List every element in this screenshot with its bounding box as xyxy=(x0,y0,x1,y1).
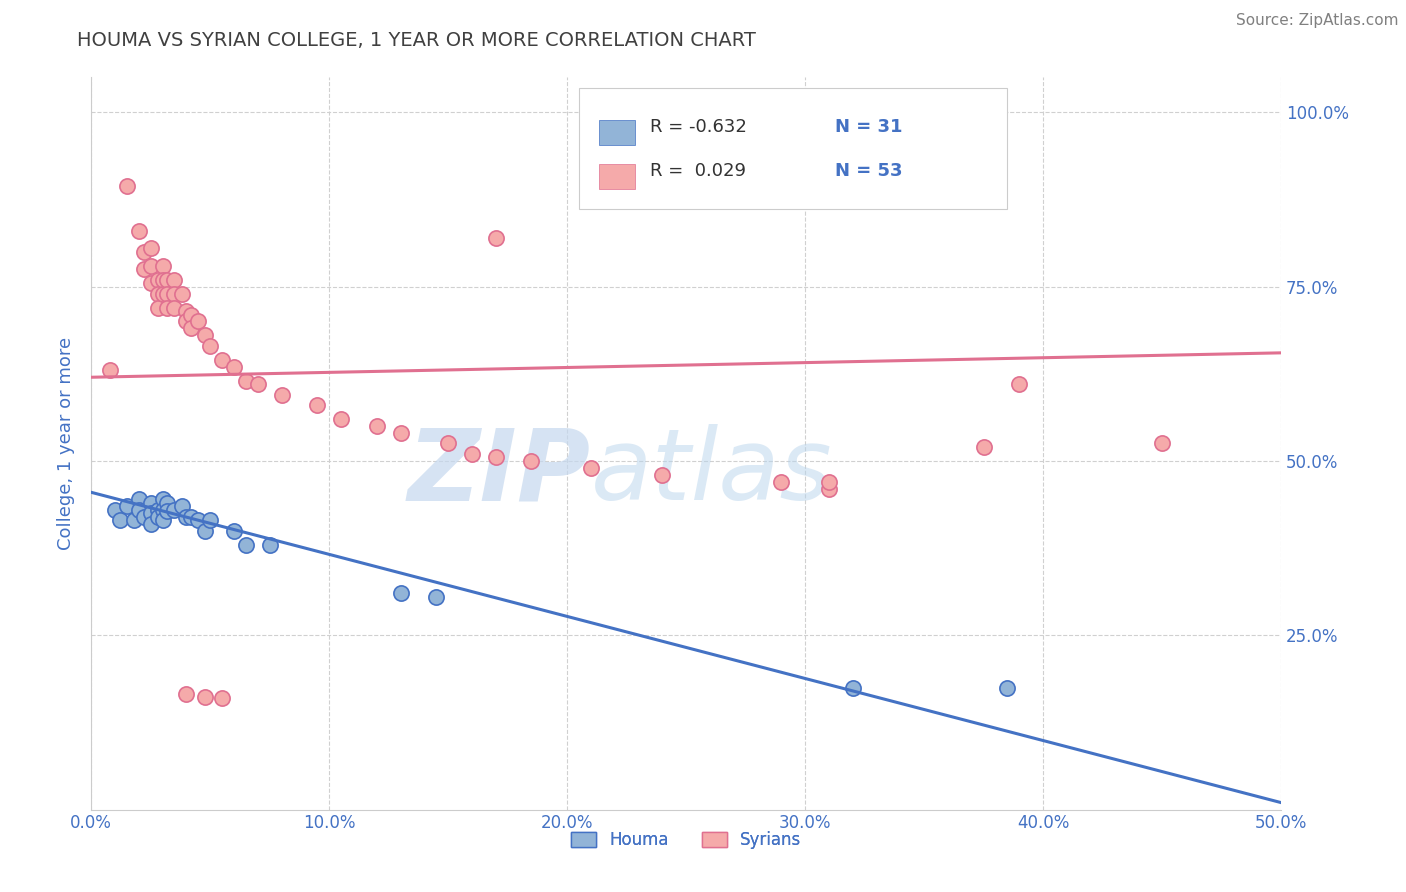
Point xyxy=(235,374,257,388)
Point xyxy=(1150,436,1173,450)
Point xyxy=(139,276,162,290)
Point xyxy=(152,272,174,286)
Point xyxy=(176,304,198,318)
Point xyxy=(122,513,145,527)
Point xyxy=(651,467,673,482)
Point xyxy=(156,301,179,315)
Point xyxy=(437,436,460,450)
Point xyxy=(139,496,162,510)
Point xyxy=(222,524,245,538)
Text: R = -0.632: R = -0.632 xyxy=(651,119,747,136)
Point xyxy=(222,359,245,374)
Point xyxy=(817,482,839,496)
Point xyxy=(152,502,174,516)
Point xyxy=(156,272,179,286)
Point xyxy=(485,450,508,465)
Point xyxy=(132,509,155,524)
Point xyxy=(176,509,198,524)
Point xyxy=(770,475,793,489)
Point xyxy=(152,286,174,301)
Point xyxy=(366,419,388,434)
Point xyxy=(973,440,995,454)
Point xyxy=(156,504,179,518)
Point xyxy=(270,387,292,401)
Point xyxy=(180,308,202,322)
Point xyxy=(108,513,131,527)
Point xyxy=(579,461,602,475)
Point xyxy=(211,352,233,367)
Text: N = 31: N = 31 xyxy=(835,119,903,136)
Point xyxy=(198,513,221,527)
Point xyxy=(163,286,186,301)
Point xyxy=(146,502,169,516)
Point xyxy=(139,241,162,255)
Point xyxy=(163,301,186,315)
Point xyxy=(246,377,269,392)
Text: atlas: atlas xyxy=(591,425,832,521)
Point xyxy=(152,259,174,273)
Point xyxy=(485,231,508,245)
Point xyxy=(139,506,162,520)
Point xyxy=(146,286,169,301)
Point xyxy=(461,447,484,461)
Y-axis label: College, 1 year or more: College, 1 year or more xyxy=(58,337,75,550)
Point xyxy=(841,681,863,695)
Point xyxy=(156,286,179,301)
FancyBboxPatch shape xyxy=(579,88,1007,210)
Point xyxy=(176,688,198,702)
Point xyxy=(194,524,217,538)
Point xyxy=(152,513,174,527)
Point xyxy=(163,502,186,516)
Point xyxy=(180,321,202,335)
Point xyxy=(198,339,221,353)
Point xyxy=(180,509,202,524)
Point xyxy=(259,538,281,552)
Point xyxy=(187,513,209,527)
Point xyxy=(389,425,412,440)
Point xyxy=(163,272,186,286)
Point xyxy=(152,492,174,507)
Point xyxy=(187,314,209,328)
Point xyxy=(995,681,1018,695)
Point xyxy=(170,286,193,301)
Text: R =  0.029: R = 0.029 xyxy=(651,162,747,180)
FancyBboxPatch shape xyxy=(599,164,636,189)
Point xyxy=(146,509,169,524)
Point xyxy=(128,502,150,516)
Point xyxy=(817,475,839,489)
Point xyxy=(132,244,155,259)
Text: ZIP: ZIP xyxy=(408,425,591,521)
Point xyxy=(104,502,127,516)
Point xyxy=(132,262,155,277)
Point xyxy=(156,496,179,510)
Point xyxy=(307,398,329,412)
Text: HOUMA VS SYRIAN COLLEGE, 1 YEAR OR MORE CORRELATION CHART: HOUMA VS SYRIAN COLLEGE, 1 YEAR OR MORE … xyxy=(77,31,756,50)
FancyBboxPatch shape xyxy=(599,120,636,145)
Point xyxy=(176,314,198,328)
Point xyxy=(425,590,447,604)
Text: N = 53: N = 53 xyxy=(835,162,903,180)
Legend: Houma, Syrians: Houma, Syrians xyxy=(564,825,808,856)
Point xyxy=(330,412,353,426)
Point xyxy=(194,328,217,343)
Point xyxy=(235,538,257,552)
Point xyxy=(389,586,412,600)
Text: Source: ZipAtlas.com: Source: ZipAtlas.com xyxy=(1236,13,1399,29)
Point xyxy=(128,224,150,238)
Point xyxy=(98,363,121,377)
Point xyxy=(139,516,162,531)
Point xyxy=(520,454,543,468)
Point xyxy=(146,301,169,315)
Point xyxy=(139,259,162,273)
Point xyxy=(1008,377,1031,392)
Point xyxy=(211,690,233,705)
Point xyxy=(128,492,150,507)
Point xyxy=(194,690,217,704)
Point xyxy=(115,500,138,514)
Point xyxy=(115,178,138,193)
Point xyxy=(146,272,169,286)
Point xyxy=(170,500,193,514)
